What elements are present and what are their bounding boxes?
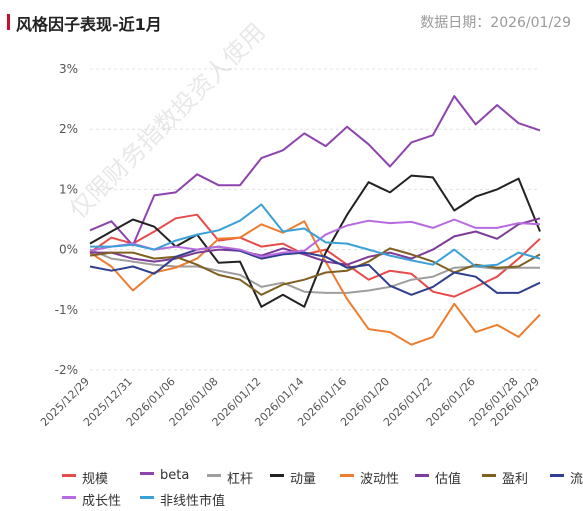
title-accent-bar [7, 14, 10, 30]
legend-swatch [140, 496, 154, 499]
legend-swatch [140, 472, 154, 475]
legend-swatch [62, 474, 76, 477]
legend-item[interactable]: beta [140, 468, 189, 486]
series-line-流动性 [89, 245, 541, 296]
legend-swatch [415, 474, 429, 477]
legend-swatch [207, 474, 221, 477]
series-line-波动性 [89, 220, 541, 346]
legend-item[interactable]: 成长性 [62, 490, 122, 509]
legend-item[interactable]: 盈利 [482, 468, 529, 487]
legend-item[interactable]: 动量 [270, 468, 317, 487]
y-tick-label: 2% [59, 122, 78, 136]
series-line-盈利 [89, 247, 541, 296]
line-chart: 3%2%1%0%-1%-2%2025/12/292025/12/312026/0… [38, 62, 542, 429]
legend-label: 估值 [435, 472, 462, 487]
legend-item[interactable]: 非线性市值 [140, 490, 226, 509]
chart-header: 风格因子表现-近1月 数据日期：2026/01/29 [0, 0, 583, 44]
legend-swatch [482, 474, 496, 477]
y-tick-label: -2% [55, 363, 78, 377]
legend-label: 杠杆 [227, 472, 254, 487]
y-tick-label: 1% [59, 182, 78, 196]
legend-label: 成长性 [82, 494, 122, 509]
legend-swatch [340, 474, 354, 477]
legend-label: 规模 [82, 472, 109, 487]
legend-swatch [270, 474, 284, 477]
data-date-label: 数据日期：2026/01/29 [420, 15, 571, 31]
chart-title: 风格因子表现-近1月 [16, 15, 162, 34]
legend-item[interactable]: 估值 [415, 468, 462, 487]
legend-label: beta [160, 468, 190, 483]
legend-swatch [550, 474, 564, 477]
legend-item[interactable]: 规模 [62, 468, 109, 487]
series-line-非线性市值 [90, 203, 541, 268]
legend-label: 流动性 [570, 472, 583, 487]
legend-swatch [62, 496, 76, 499]
legend-label: 动量 [290, 472, 317, 487]
legend-item[interactable]: 波动性 [340, 468, 400, 487]
series-line-估值 [90, 217, 541, 266]
y-tick-label: 3% [59, 62, 78, 76]
legend-label: 盈利 [502, 472, 529, 487]
series-line-beta [89, 95, 541, 247]
legend-item[interactable]: 杠杆 [207, 468, 254, 487]
legend-label: 波动性 [360, 472, 400, 487]
series-line-规模 [89, 213, 541, 298]
series-line-动量 [89, 174, 541, 308]
series-line-成长性 [89, 218, 541, 258]
y-tick-label: 0% [59, 243, 78, 257]
y-tick-label: -1% [55, 303, 78, 317]
legend-item[interactable]: 流动性 [550, 468, 583, 487]
legend-label: 非线性市值 [160, 494, 226, 509]
